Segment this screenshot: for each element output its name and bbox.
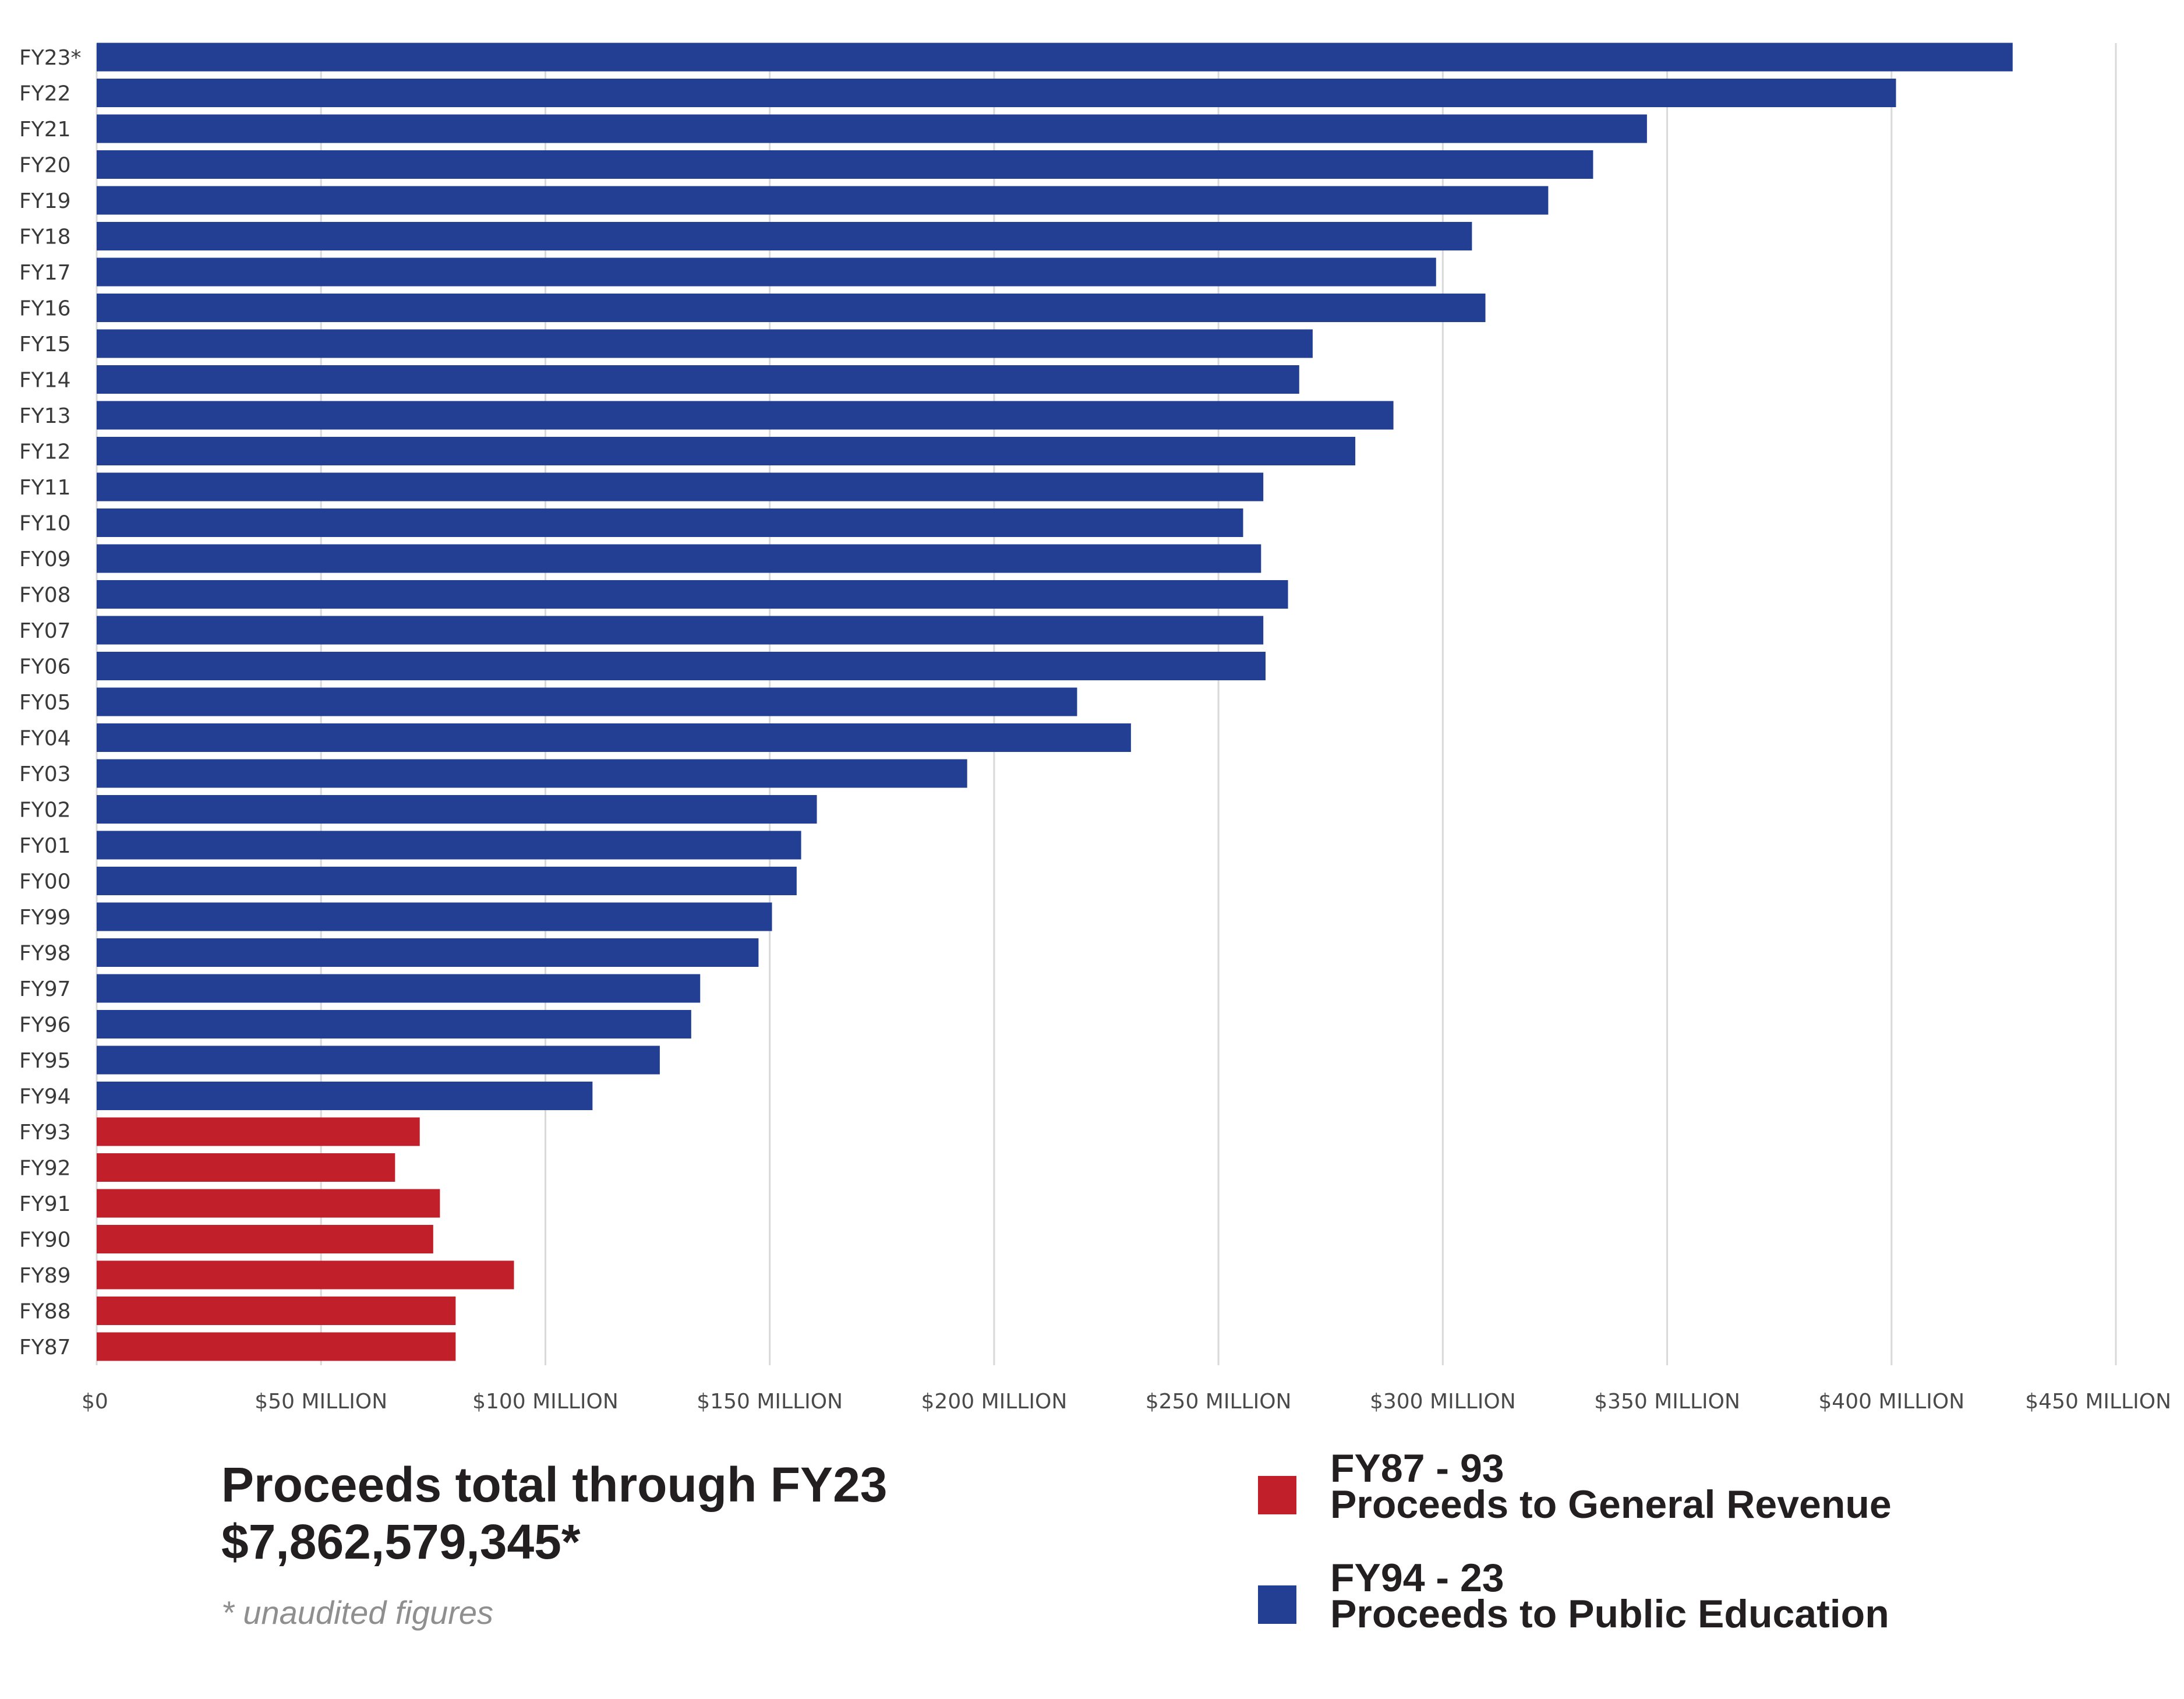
category-label: FY04 — [19, 727, 71, 751]
category-label: FY10 — [19, 512, 71, 536]
x-tick-label: $300 MILLION — [1370, 1390, 1516, 1414]
legend-label-general-revenue: Proceeds to General Revenue — [1330, 1482, 1892, 1527]
bar-fy91 — [97, 1189, 440, 1218]
bar-fy20 — [97, 150, 1593, 179]
bar-fy22 — [97, 79, 1896, 107]
bar-fy05 — [97, 687, 1077, 716]
bar-fy99 — [97, 902, 772, 931]
category-label: FY98 — [19, 942, 71, 966]
category-label: FY23* — [19, 46, 82, 70]
bar-fy10 — [97, 508, 1243, 537]
bar-fy87 — [97, 1332, 456, 1361]
category-label: FY18 — [19, 225, 71, 249]
category-label: FY19 — [19, 189, 71, 213]
x-axis-tick-labels: $0 $50 MILLION $100 MILLION $150 MILLION $20… — [82, 1390, 2171, 1414]
bar-fy19 — [97, 186, 1549, 215]
x-tick-label: $400 MILLION — [1818, 1390, 1964, 1414]
category-label: FY90 — [19, 1228, 71, 1252]
category-label: FY06 — [19, 655, 71, 679]
category-label: FY87 — [19, 1336, 71, 1359]
bar-fy96 — [97, 1010, 691, 1039]
category-label: FY01 — [19, 834, 71, 858]
category-label: FY99 — [19, 906, 71, 930]
category-label: FY05 — [19, 691, 71, 715]
bar-fy98 — [97, 938, 759, 967]
category-label: FY91 — [19, 1192, 71, 1216]
legend-label-public-education: Proceeds to Public Education — [1330, 1592, 1889, 1636]
category-label: FY20 — [19, 154, 71, 178]
x-tick-label: $450 MILLION — [2025, 1390, 2171, 1414]
category-label: FY93 — [19, 1121, 71, 1145]
legend-range-public-education: FY94 - 23 — [1330, 1556, 1504, 1600]
bar-fy13 — [97, 401, 1394, 430]
legend-swatch-general-revenue — [1258, 1476, 1296, 1514]
category-label: FY00 — [19, 870, 71, 894]
category-label: FY89 — [19, 1264, 71, 1288]
x-tick-label: $100 MILLION — [472, 1390, 619, 1414]
category-label: FY12 — [19, 440, 71, 464]
bar-fy17 — [97, 257, 1436, 287]
category-label: FY22 — [19, 82, 71, 106]
bar-fy06 — [97, 652, 1266, 680]
category-label: FY07 — [19, 619, 71, 643]
bar-fy04 — [97, 723, 1131, 752]
category-label: FY03 — [19, 762, 71, 786]
bar-fy09 — [97, 544, 1261, 573]
category-label: FY13 — [19, 404, 71, 428]
total-proceeds-title: Proceeds total through FY23 — [221, 1457, 888, 1512]
category-label: FY92 — [19, 1157, 71, 1181]
x-tick-label: $250 MILLION — [1146, 1390, 1292, 1414]
bar-fy11 — [97, 472, 1264, 501]
category-label: FY88 — [19, 1300, 71, 1324]
total-proceeds-block: Proceeds total through FY23 $7,862,579,3… — [221, 1456, 888, 1631]
bars — [97, 43, 2013, 1361]
category-label: FY16 — [19, 297, 71, 321]
x-tick-label: $350 MILLION — [1594, 1390, 1740, 1414]
category-label: FY11 — [19, 476, 71, 500]
x-tick-label: $0 — [82, 1390, 108, 1414]
bar-fy02 — [97, 795, 817, 824]
bar-fy95 — [97, 1045, 660, 1075]
total-proceeds-amount: $7,862,579,345* — [221, 1514, 581, 1569]
bar-fy07 — [97, 616, 1264, 645]
x-tick-label: $150 MILLION — [697, 1390, 843, 1414]
bar-fy97 — [97, 974, 701, 1003]
category-label: FY09 — [19, 548, 71, 571]
category-label: FY97 — [19, 977, 71, 1001]
category-label: FY15 — [19, 333, 71, 356]
category-label: FY96 — [19, 1013, 71, 1037]
legend-range-general-revenue: FY87 - 93 — [1330, 1446, 1504, 1490]
category-label: FY95 — [19, 1049, 71, 1073]
bar-fy00 — [97, 867, 797, 895]
category-labels: FY23* FY22 FY21 FY20 FY19 FY18 FY17 FY16 FY15 FY1… — [19, 46, 82, 1359]
category-label: FY08 — [19, 584, 71, 607]
bar-fy08 — [97, 580, 1288, 609]
bar-fy18 — [97, 222, 1472, 250]
category-label: FY21 — [19, 118, 71, 142]
category-label: FY17 — [19, 261, 71, 285]
bar-fy21 — [97, 114, 1647, 143]
category-label: FY02 — [19, 799, 71, 822]
proceeds-bar-chart: FY23* FY22 FY21 FY20 FY19 FY18 FY17 FY16 FY15 FY1… — [19, 43, 2171, 1414]
bar-fy12 — [97, 437, 1356, 465]
unaudited-footnote: * unaudited figures — [221, 1594, 494, 1631]
x-tick-label: $200 MILLION — [921, 1390, 1068, 1414]
category-label: FY94 — [19, 1085, 71, 1109]
bar-fy03 — [97, 759, 967, 788]
bar-fy89 — [97, 1260, 514, 1290]
bar-fy88 — [97, 1297, 456, 1325]
bar-fy94 — [97, 1082, 593, 1110]
bar-fy01 — [97, 831, 801, 860]
x-tick-label: $50 MILLION — [255, 1390, 387, 1414]
bar-fy92 — [97, 1153, 395, 1182]
legend-swatch-public-education — [1258, 1585, 1296, 1624]
bar-fy14 — [97, 365, 1299, 394]
bar-fy15 — [97, 329, 1313, 358]
bar-fy23 — [97, 43, 2013, 72]
bar-fy16 — [97, 294, 1486, 322]
bar-fy93 — [97, 1117, 420, 1146]
bar-fy90 — [97, 1225, 433, 1253]
category-label: FY14 — [19, 369, 71, 393]
